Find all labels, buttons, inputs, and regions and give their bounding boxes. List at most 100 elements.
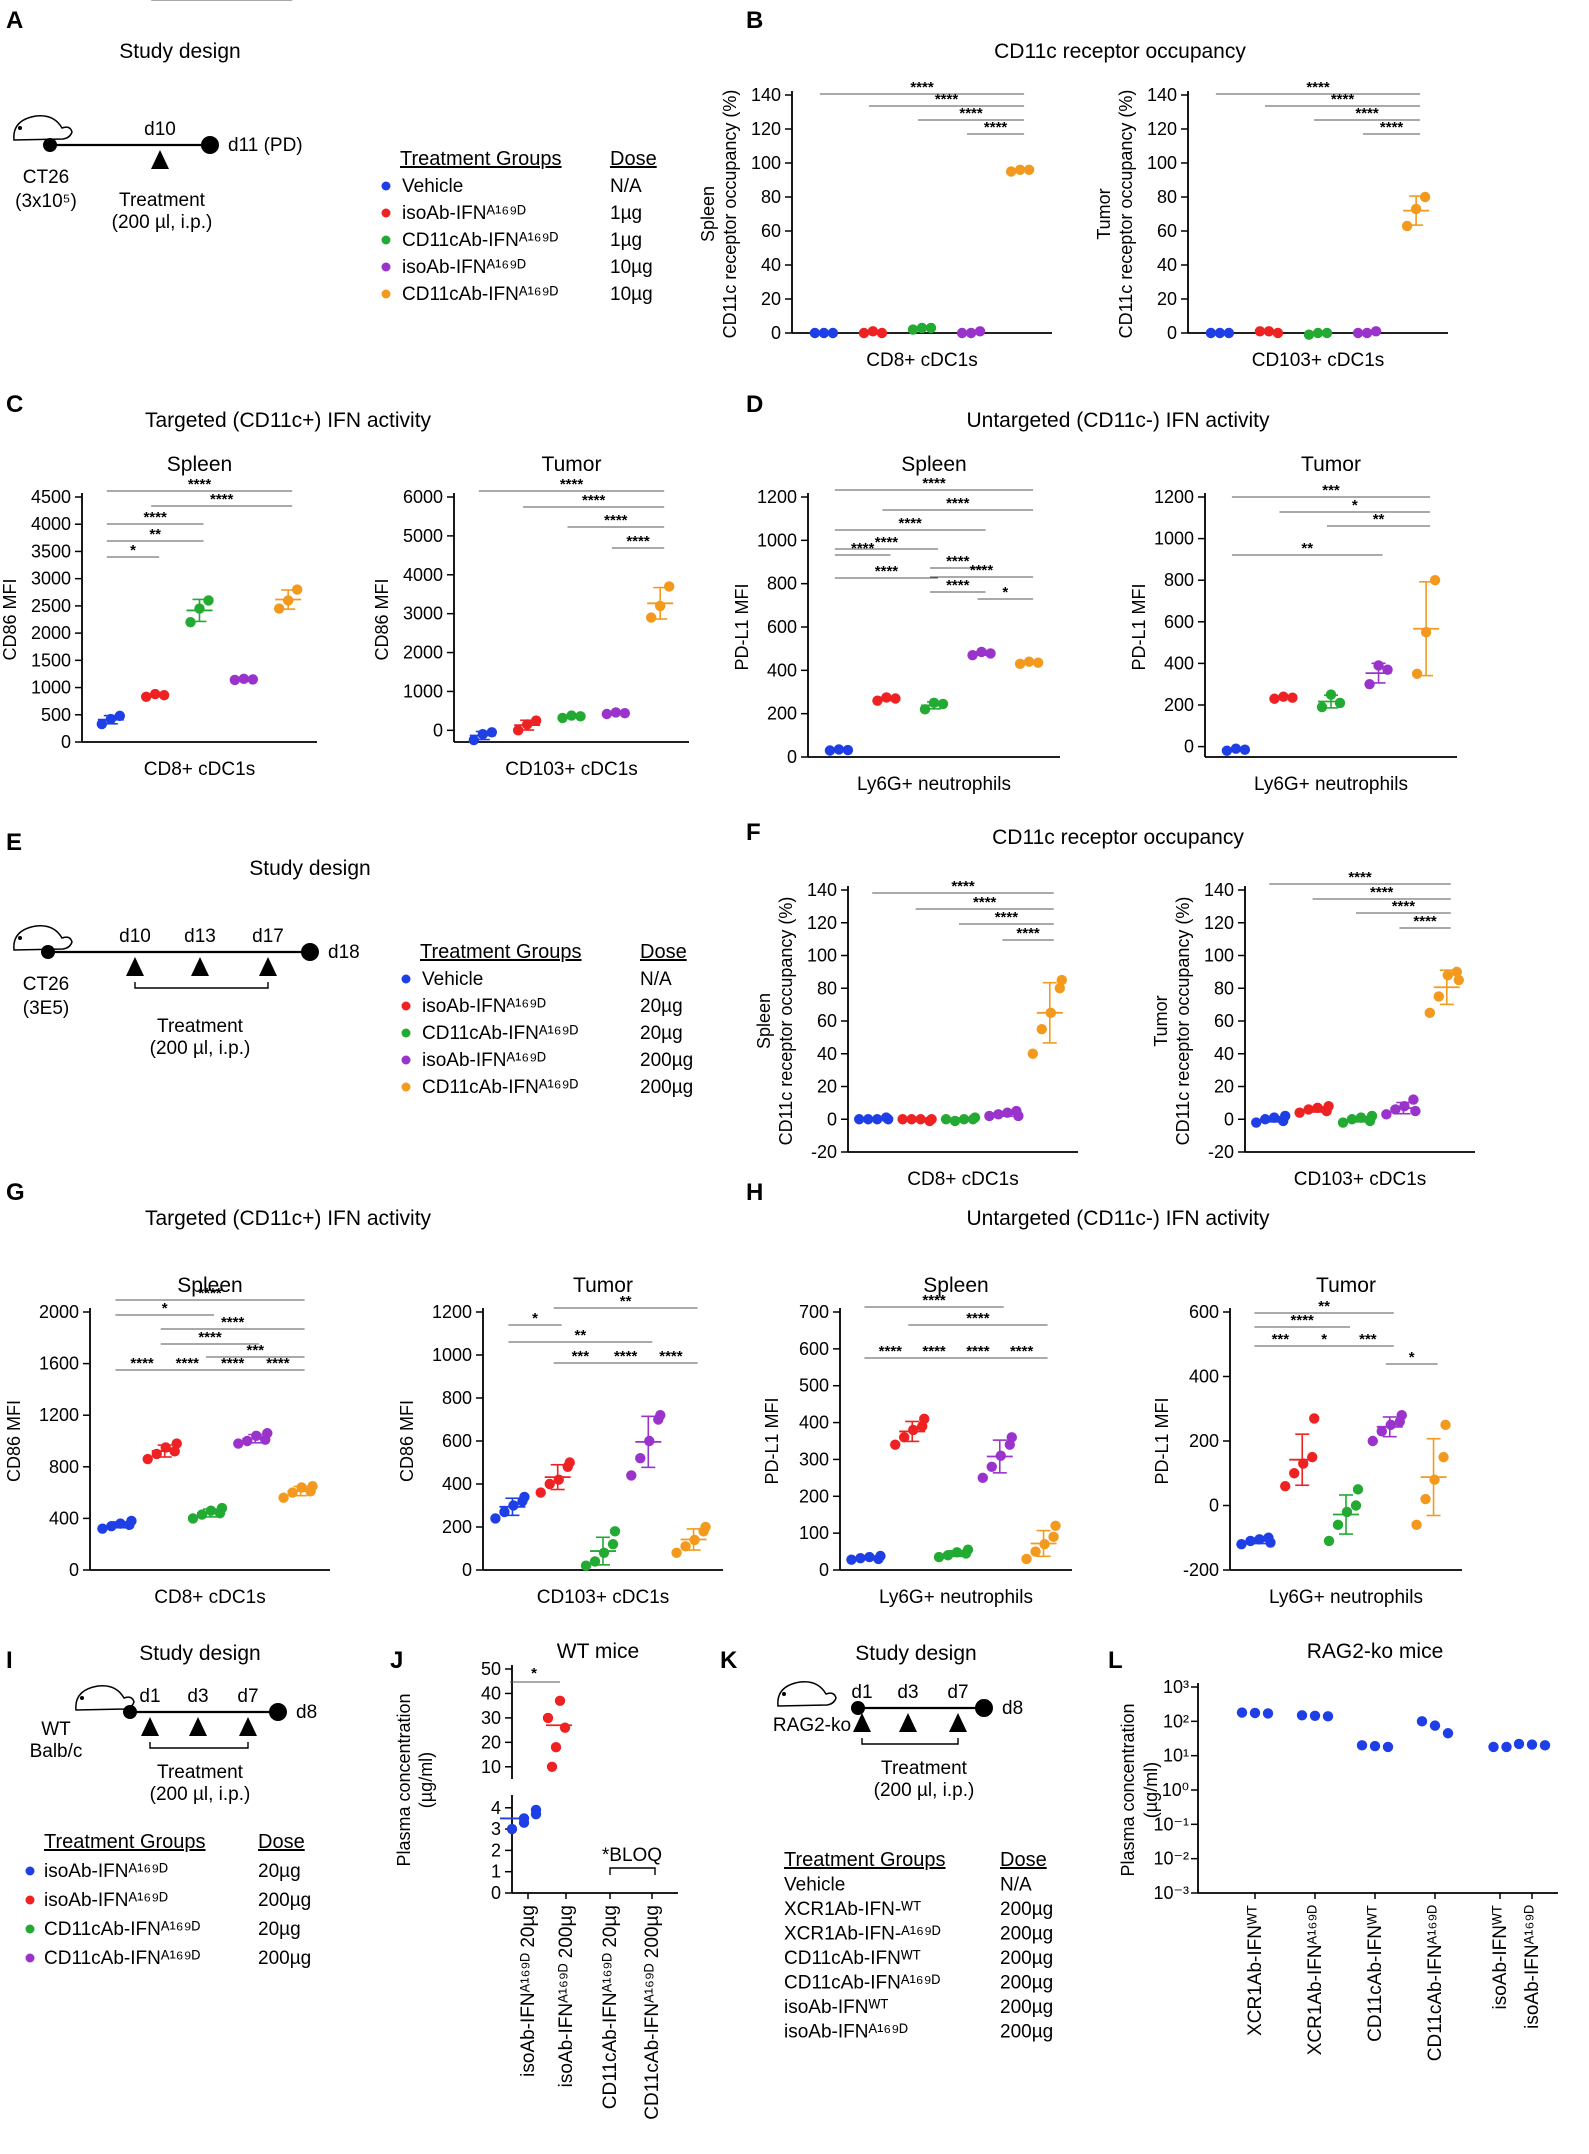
data-point: [1054, 983, 1065, 994]
significance-label: ****: [176, 1355, 200, 1372]
data-point: [1513, 1738, 1525, 1750]
y-tick-label: 0: [1184, 737, 1194, 757]
legend-item: CD11cAb-IFNᴬ¹⁶⁹ᴰ: [422, 1023, 579, 1044]
y-axis-label: PD-L1 MFI: [732, 583, 752, 670]
y-tick-label: 1500: [31, 650, 71, 670]
data-point: [126, 1515, 137, 1527]
data-point: [554, 1695, 566, 1706]
y-tick-label: 2000: [403, 643, 443, 663]
legend-swatch: [381, 289, 391, 299]
data-point: [1429, 1474, 1440, 1485]
y-axis-label: CD11c receptor occupancy (%): [776, 897, 796, 1146]
y-axis-label: Tumor: [1094, 188, 1114, 239]
data-point: [506, 1823, 518, 1835]
y-tick-label: 1000: [432, 1345, 472, 1365]
data-point: [1337, 1117, 1349, 1128]
y-tick-label: 4000: [403, 565, 443, 585]
data-point: [601, 708, 613, 720]
x-axis-label: CD8+ cDC1s: [154, 1587, 265, 1608]
x-axis-label: CD8+ cDC1s: [907, 1169, 1018, 1190]
start-dot: [43, 138, 57, 152]
legend-dose: N/A: [610, 176, 642, 197]
legend-swatch: [25, 1866, 35, 1876]
y-tick-label: 80: [1214, 978, 1234, 998]
data-point: [546, 1761, 558, 1772]
data-point: [1399, 1100, 1410, 1112]
significance-label: ****: [188, 476, 212, 493]
route-label: (200 µl, i.p.): [150, 1784, 251, 1805]
data-point: [1254, 326, 1266, 337]
y-tick-label: 50: [481, 1659, 501, 1679]
y-tick-label: 140: [751, 85, 781, 105]
y-axis-label: Spleen: [754, 993, 774, 1049]
y-tick-label: 0: [771, 323, 781, 343]
data-point: [307, 1480, 318, 1492]
data-point: [919, 704, 931, 715]
data-point: [1303, 1104, 1314, 1115]
mouse-icon: [13, 925, 73, 951]
panel-title: Study design: [855, 1642, 976, 1665]
significance-label: *: [130, 542, 136, 559]
data-point: [809, 327, 821, 339]
data-point: [1334, 697, 1346, 709]
significance-label: ****: [966, 1310, 990, 1327]
y-tick-label: 0: [462, 1560, 472, 1580]
y-tick-label: 100: [807, 946, 837, 966]
mouse-body: [13, 115, 73, 141]
y-tick-label: 500: [41, 705, 71, 725]
data-point: [542, 1712, 554, 1724]
y-tick-label: 500: [799, 1376, 829, 1396]
data-point: [1039, 1539, 1050, 1550]
x-tick-label: isoAb-IFNᴬ¹⁶⁹ᴰ 20µg: [518, 1905, 539, 2077]
data-point: [1408, 1094, 1419, 1105]
y-tick-label: 10⁰: [1162, 1780, 1189, 1800]
data-point: [205, 1505, 217, 1516]
data-point: [949, 1115, 961, 1127]
significance-label: ****: [210, 0, 234, 4]
treatment-bracket: [134, 982, 269, 989]
data-point: [238, 673, 250, 685]
data-point: [106, 1520, 117, 1532]
x-tick-label: XCR1Ab-IFNᴬ¹⁶⁹ᴰ: [1305, 1905, 1326, 2056]
data-point: [1390, 1104, 1401, 1115]
significance-label: ****: [946, 577, 970, 594]
significance-label: ****: [614, 1348, 638, 1365]
data-point: [140, 691, 152, 703]
significance-label: ****: [1355, 105, 1379, 122]
mouse-eye: [782, 1692, 786, 1696]
y-tick-label: 0: [491, 1883, 501, 1903]
y-axis-label: CD11c receptor occupancy (%): [1116, 90, 1136, 339]
data-point: [598, 1547, 610, 1559]
data-point: [916, 322, 928, 334]
dose-header: Dose: [610, 148, 657, 170]
significance-label: ***: [1272, 1331, 1290, 1348]
data-point: [1245, 1535, 1256, 1547]
data-point: [229, 674, 241, 686]
data-point: [151, 1448, 162, 1460]
y-tick-label: 200: [767, 704, 797, 724]
y-tick-label: 0: [827, 1109, 837, 1129]
significance-label: ****: [879, 1343, 903, 1360]
y-tick-label: 10¹: [1163, 1746, 1189, 1766]
x-axis-label: CD103+ cDC1s: [537, 1587, 670, 1608]
y-tick-label: 60: [1157, 221, 1177, 241]
x-tick-label: CD11cAb-IFNᵂᵀ: [1365, 1905, 1386, 2042]
significance-label: ****: [582, 492, 606, 509]
legend-dose: 200µg: [1000, 1948, 1053, 1969]
y-axis-label: CD86 MFI: [397, 1400, 417, 1482]
data-point: [995, 1450, 1006, 1461]
legend-item: Vehicle: [402, 176, 463, 197]
legend-item: CD11cAb-IFNᴬ¹⁶⁹ᴰ: [422, 1077, 579, 1098]
data-point: [1350, 1500, 1362, 1511]
y-tick-label: 2500: [31, 596, 71, 616]
data-point: [296, 1482, 307, 1493]
data-point: [559, 1722, 571, 1733]
data-point: [1361, 327, 1373, 339]
data-point: [635, 1453, 646, 1464]
legend-dose: 1µg: [610, 203, 642, 224]
x-tick-label: XCR1Ab-IFNᵂᵀ: [1245, 1905, 1266, 2036]
day-label: d3: [187, 1686, 208, 1707]
data-point: [671, 1547, 682, 1559]
data-point: [291, 584, 303, 595]
data-point: [160, 1442, 171, 1453]
